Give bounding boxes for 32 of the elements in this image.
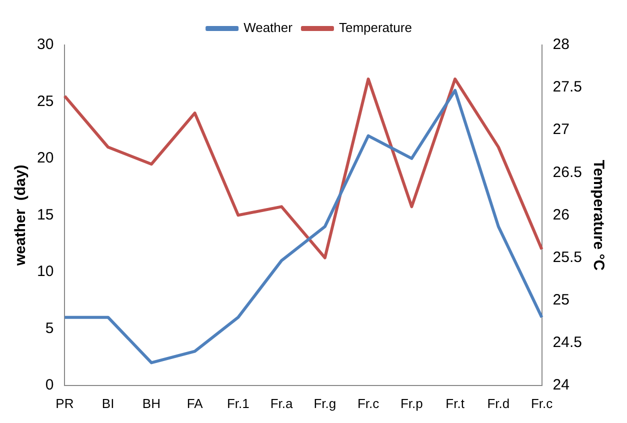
legend-label: Temperature bbox=[338, 20, 412, 36]
x-tick-label: FA bbox=[186, 396, 204, 411]
y2-tick-label: 27 bbox=[552, 121, 570, 138]
x-tick-label: PR bbox=[56, 396, 74, 411]
x-tick-label: Fr.t bbox=[446, 396, 465, 411]
y2-tick-label: 26 bbox=[552, 206, 570, 224]
y2-tick-label: 27.5 bbox=[552, 78, 582, 96]
y2-tick-label: 25 bbox=[552, 291, 570, 308]
x-tick-label: Fr.g bbox=[314, 396, 336, 411]
y2-tick-label: 26.5 bbox=[552, 164, 582, 181]
y-tick-label: 20 bbox=[36, 150, 54, 167]
y2-tick-label: 24.5 bbox=[552, 334, 582, 351]
y-tick-label: 30 bbox=[36, 36, 54, 54]
y-tick-label: 15 bbox=[36, 206, 54, 224]
x-tick-label: Fr.d bbox=[487, 396, 510, 411]
x-tick-label: Fr.c bbox=[357, 396, 380, 411]
y-tick-label: 25 bbox=[36, 92, 54, 110]
legend-label: Weather bbox=[244, 20, 294, 36]
y2-tick-label: 28 bbox=[552, 36, 570, 54]
y2-tick-label: 25.5 bbox=[552, 248, 582, 266]
x-tick-label: BH bbox=[142, 396, 160, 411]
y-tick-label: 0 bbox=[45, 376, 54, 394]
y-tick-label: 10 bbox=[36, 263, 54, 280]
x-tick-label: Fr.c bbox=[530, 396, 554, 411]
y2-tick-label: 24 bbox=[552, 376, 570, 394]
x-tick-label: Fr.1 bbox=[226, 396, 250, 411]
y-axis-title: weather (day) bbox=[12, 164, 30, 267]
x-tick-label: BI bbox=[102, 396, 114, 411]
y-tick-label: 5 bbox=[45, 320, 54, 337]
x-tick-label: Fr.a bbox=[270, 396, 294, 411]
y2-axis-title: Temperature °C bbox=[590, 160, 607, 271]
x-tick-label: Fr.p bbox=[400, 396, 423, 411]
